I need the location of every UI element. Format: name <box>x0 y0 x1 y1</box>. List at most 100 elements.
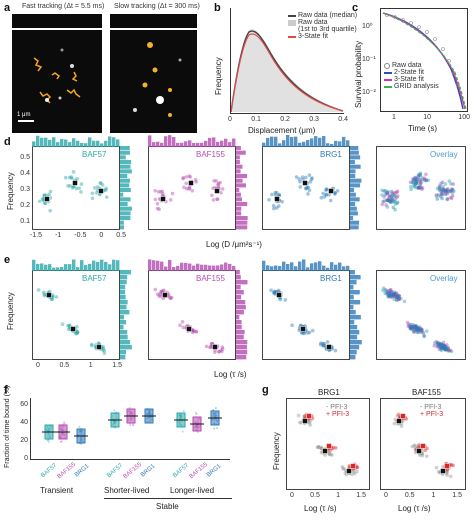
scatter-point <box>70 176 74 181</box>
scatter-point <box>446 348 451 352</box>
scatter-point <box>449 462 454 467</box>
histogram-bar <box>120 211 131 216</box>
scatter-point <box>272 291 276 295</box>
scatter-point <box>395 195 399 200</box>
scatter-point <box>215 197 220 202</box>
cluster-center <box>72 180 78 186</box>
panel-d-yticks: 0.5 0.4 0.3 0.2 0.1 <box>16 150 30 230</box>
histogram-bar <box>236 164 243 169</box>
scatter-point <box>394 291 398 296</box>
histogram-bar <box>92 140 96 147</box>
scatter-point <box>445 473 449 477</box>
scatter-point <box>102 348 107 353</box>
scatter-point <box>413 176 418 180</box>
scatter-point <box>213 427 216 430</box>
scatter-point <box>392 292 396 297</box>
scatter-point <box>411 325 416 330</box>
scatter-point <box>196 431 199 434</box>
scatter-point <box>390 292 395 297</box>
cluster-center <box>322 448 328 454</box>
histogram-bar <box>286 263 290 271</box>
histogram-bar <box>204 140 208 147</box>
d-hist-side-baf155 <box>236 146 248 230</box>
scatter-point <box>74 186 79 191</box>
scatter-point <box>390 196 394 201</box>
scatter-point <box>397 297 401 302</box>
scatter-point <box>318 342 323 347</box>
scatter-point <box>387 195 392 200</box>
panel-a-right-title: Slow tracking (Δt = 300 ms) <box>114 3 200 10</box>
scatter-point <box>445 469 449 474</box>
scatter-point <box>129 424 132 427</box>
scatter-point <box>50 297 55 302</box>
d-ytick: 0.4 <box>20 170 30 177</box>
scatter-point <box>397 296 401 301</box>
scatter-point <box>389 294 394 298</box>
scatter-point <box>417 325 422 329</box>
scatter-point <box>434 340 439 344</box>
e-hist-side-baf57 <box>120 270 132 360</box>
cluster-center <box>302 180 308 186</box>
scatter-point <box>383 291 388 296</box>
e-hist-side-baf155 <box>236 270 248 360</box>
histogram-bar <box>112 259 116 271</box>
histogram-bar <box>334 140 338 147</box>
histogram-bar <box>318 261 322 271</box>
scatter-point <box>443 346 448 350</box>
scatter-point <box>48 208 52 213</box>
histogram-bar <box>262 142 266 147</box>
histogram-bar <box>310 263 314 271</box>
panel-f-boxes <box>42 406 222 445</box>
scatter-point <box>414 324 418 329</box>
scatter-point <box>432 344 437 348</box>
histogram-bar <box>236 169 241 174</box>
scatter-point <box>104 186 108 191</box>
scatter-point <box>41 196 46 201</box>
g-scatter-baf155-points <box>392 412 455 479</box>
histogram-bar <box>314 136 318 147</box>
histogram-bar <box>120 174 128 179</box>
scatter-point <box>414 327 419 332</box>
g-xtick: 1.5 <box>356 492 366 499</box>
histogram-bar <box>120 178 130 183</box>
scatter-point <box>310 176 314 180</box>
scatter-point <box>386 291 391 295</box>
scatter-point <box>409 326 414 331</box>
scatter-point <box>60 322 65 327</box>
histogram-bar <box>236 188 240 193</box>
histogram-bar <box>350 164 361 169</box>
scatter-point <box>437 193 441 197</box>
scatter-point <box>387 198 392 203</box>
scatter-point <box>303 414 307 418</box>
scatter-point <box>380 202 385 207</box>
histogram-bar <box>350 225 359 230</box>
histogram-bar <box>236 160 240 165</box>
scatter-point <box>321 343 326 347</box>
scatter-point <box>101 344 105 349</box>
scatter-point <box>415 181 419 185</box>
scatter-point <box>316 445 321 449</box>
histogram-bar <box>108 264 112 271</box>
scatter-point <box>388 288 393 292</box>
histogram-bar <box>350 160 355 165</box>
e-label-brg1: BRG1 <box>320 274 342 283</box>
scatter-point <box>388 291 393 295</box>
scatter-point <box>448 195 453 200</box>
histogram-bar <box>232 138 236 147</box>
scatter-point <box>329 452 333 457</box>
scatter-point <box>393 292 397 296</box>
scatter-point <box>298 185 303 189</box>
scatter-point <box>63 175 68 180</box>
histogram-bar <box>298 142 302 147</box>
scatter-point <box>418 173 423 178</box>
scatter-point <box>161 288 166 293</box>
scatter-point <box>217 349 221 354</box>
cluster-center <box>186 326 192 332</box>
histogram-bar <box>330 262 334 271</box>
scatter-point <box>411 329 416 334</box>
g-legend-plus-2: + PFI-3 <box>420 411 444 418</box>
scatter-point <box>181 430 184 433</box>
scatter-point <box>439 342 444 346</box>
histogram-bar <box>56 267 60 271</box>
scatter-point <box>451 463 455 468</box>
